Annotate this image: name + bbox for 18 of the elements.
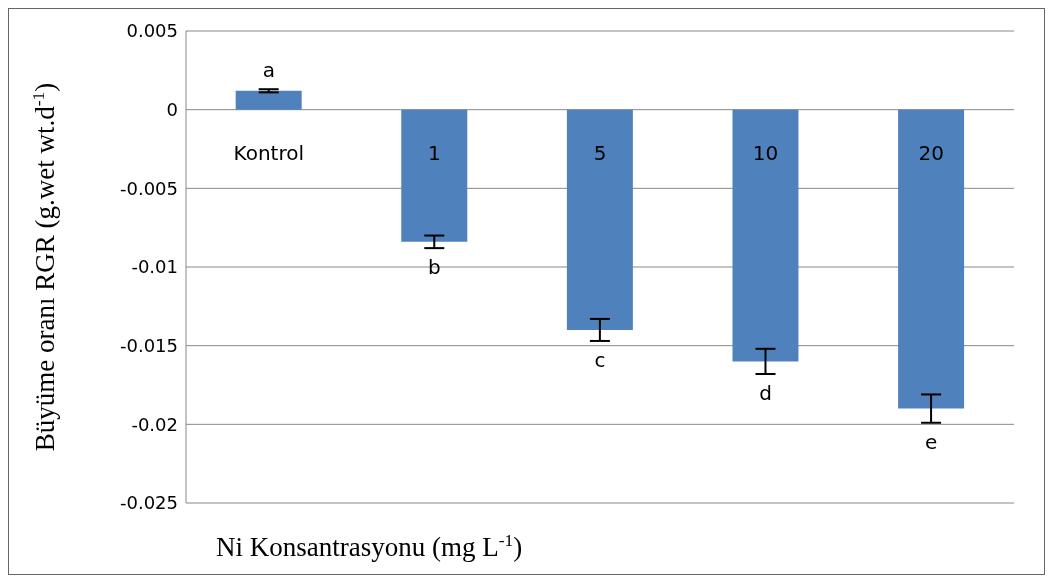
x-tick-label: 10 bbox=[752, 140, 779, 165]
annotation: b bbox=[428, 255, 441, 280]
annotation: d bbox=[759, 381, 772, 406]
y-tick-label: -0.005 bbox=[119, 177, 178, 199]
annotation: e bbox=[925, 429, 938, 454]
x-tick-label: 1 bbox=[428, 140, 441, 165]
y-tick-label: 0 bbox=[166, 99, 178, 121]
x-tick-label: Kontrol bbox=[233, 140, 305, 165]
y-tick-label: 0.005 bbox=[126, 20, 178, 42]
y-tick-label: -0.025 bbox=[119, 492, 178, 514]
y-tick-label: -0.01 bbox=[131, 256, 178, 278]
y-tick-label: -0.015 bbox=[119, 335, 178, 357]
annotation: c bbox=[594, 348, 606, 373]
x-tick-label: 5 bbox=[593, 140, 607, 165]
x-axis-title: Ni Konsantrasyonu (mg L$^{-1}$) bbox=[216, 530, 523, 562]
x-tick-label: 20 bbox=[918, 140, 944, 165]
y-tick-label: -0.02 bbox=[131, 413, 178, 435]
annotation: a bbox=[262, 58, 275, 83]
